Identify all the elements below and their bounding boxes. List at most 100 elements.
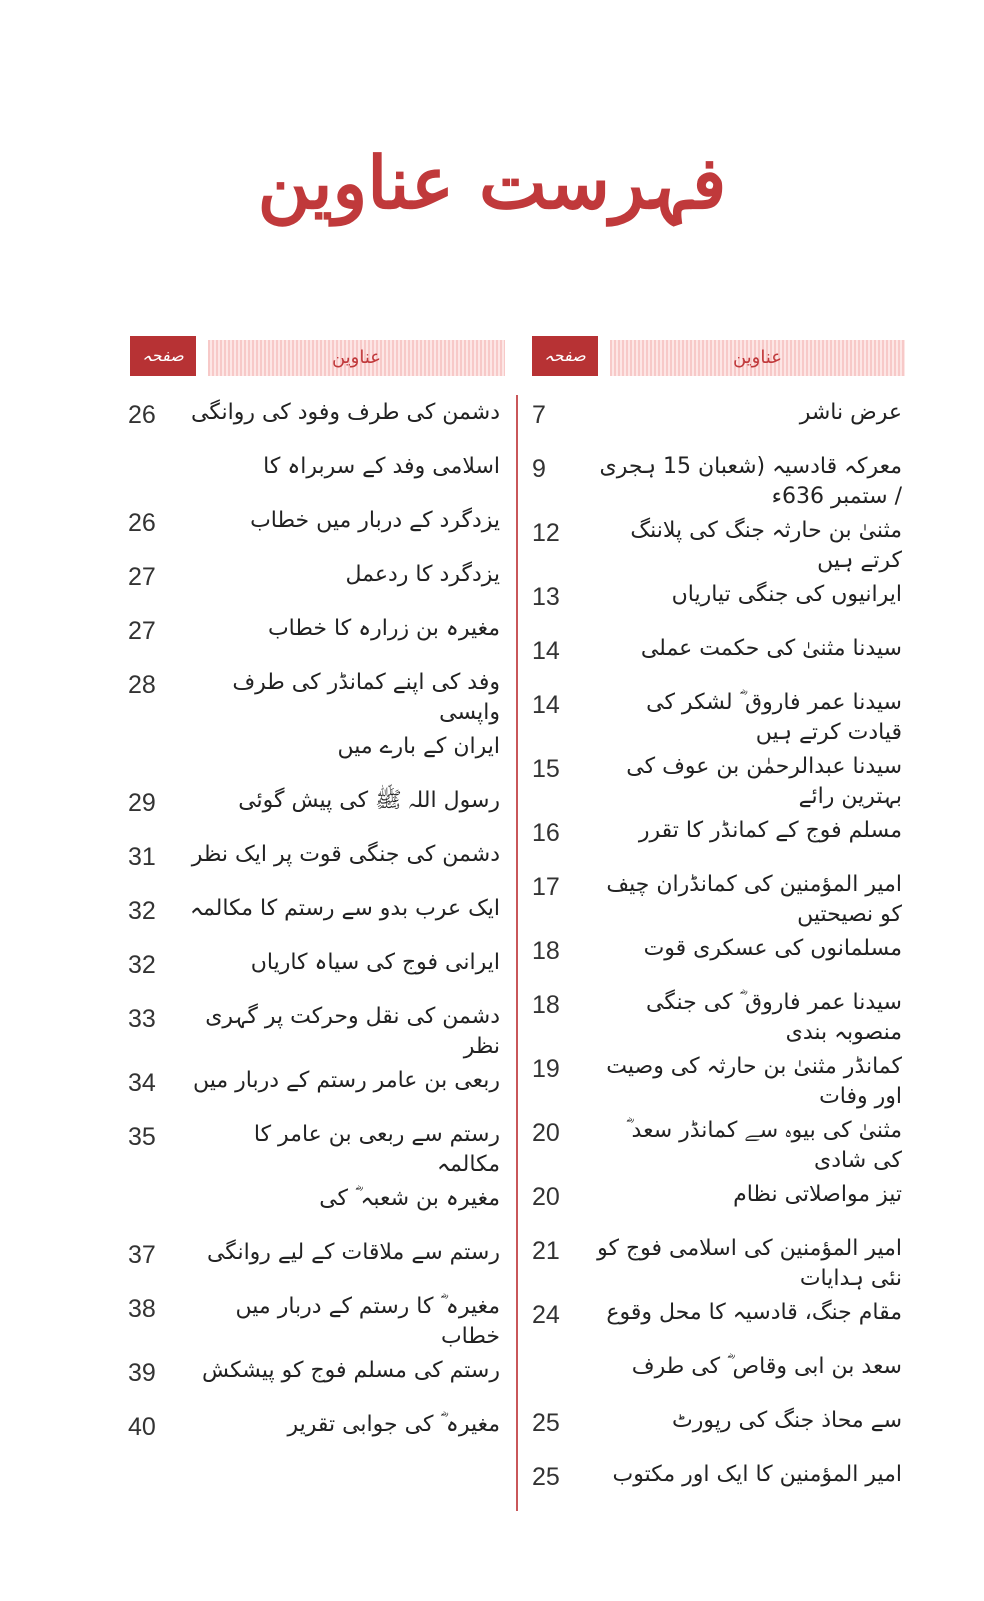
toc-entry-title: یزدگرد کا ردعمل xyxy=(345,562,500,587)
toc-entry-page: 34 xyxy=(128,1069,156,1097)
toc-entry-page: 17 xyxy=(532,873,560,901)
toc-entry-page xyxy=(128,452,190,454)
toc-entry-page: 20 xyxy=(532,1183,560,1211)
toc-entry-page: 37 xyxy=(128,1241,156,1269)
left-column-topics-header: عناوین xyxy=(208,340,505,376)
toc-entry-page: 14 xyxy=(532,691,560,719)
toc-entry-title: سیدنا مثنیٰ کی حکمت عملی xyxy=(640,636,902,661)
toc-entry-title: مغیرہ ؓ کا رستم کے دربار میں خطاب xyxy=(235,1294,500,1349)
toc-entry: 39 رستم کی مسلم فوج کو پیشکش xyxy=(128,1356,500,1410)
toc-entry-page: 26 xyxy=(128,509,156,537)
toc-entry-page xyxy=(128,732,190,734)
toc-entry-page: 32 xyxy=(128,951,156,979)
toc-entry: 12 مثنیٰ بن حارثہ جنگ کی پلاننگ کرتے ہیں xyxy=(532,516,902,580)
toc-entry: 19 کمانڈر مثنیٰ بن حارثہ کی وصیت اور وفات xyxy=(532,1052,902,1116)
toc-entry: 18 مسلمانوں کی عسکری قوت xyxy=(532,934,902,988)
right-column-topics-header: عناوین xyxy=(610,340,905,376)
toc-entry-title: ایران کے بارے میں xyxy=(337,734,501,759)
toc-entry-title: سعد بن ابی وقاص ؓ کی طرف xyxy=(631,1354,902,1379)
toc-entry-page: 25 xyxy=(532,1463,560,1491)
toc-entry: 16 مسلم فوج کے کمانڈر کا تقرر xyxy=(532,816,902,870)
toc-entry-title: وفد کی اپنے کمانڈر کی طرف واپسی xyxy=(232,670,500,725)
toc-entry-title: تیز مواصلاتی نظام xyxy=(733,1182,902,1207)
toc-entry-title: رستم کی مسلم فوج کو پیشکش xyxy=(202,1358,500,1383)
toc-entry-page: 27 xyxy=(128,563,156,591)
toc-entry-page: 21 xyxy=(532,1237,560,1265)
toc-entry-title: رستم سے ملاقات کے لیے روانگی xyxy=(206,1240,500,1265)
toc-entry: 26 یزدگرد کے دربار میں خطاب xyxy=(128,506,500,560)
toc-entry: 25 امیر المؤمنین کا ایک اور مکتوب xyxy=(532,1460,902,1514)
toc-entry: 29 رسول اللہ ﷺ کی پیش گوئی xyxy=(128,786,500,840)
toc-entry: 27 مغیرہ بن زرارہ کا خطاب xyxy=(128,614,500,668)
toc-entry-page: 9 xyxy=(532,455,546,483)
toc-entry-title: امیر المؤمنین کا ایک اور مکتوب xyxy=(612,1462,902,1487)
toc-entry: 25 سے محاذ جنگ کی رپورٹ xyxy=(532,1406,902,1460)
toc-column-left: 26 دشمن کی طرف وفود کی روانگی اسلامی وفد ک… xyxy=(128,398,500,1464)
toc-entry-page: 25 xyxy=(532,1409,560,1437)
toc-entry-title: مغیرہ بن زرارہ کا خطاب xyxy=(267,616,500,641)
page-title: فہرست عناوین xyxy=(257,140,727,225)
toc-entry-page: 16 xyxy=(532,819,560,847)
toc-entry-page: 33 xyxy=(128,1005,156,1033)
toc-entry: 38 مغیرہ ؓ کا رستم کے دربار میں خطاب xyxy=(128,1292,500,1356)
toc-entry: 27 یزدگرد کا ردعمل xyxy=(128,560,500,614)
toc-entry-title: مغیرہ ؓ کی جوابی تقریر xyxy=(287,1412,500,1437)
toc-entry: 26 دشمن کی طرف وفود کی روانگی xyxy=(128,398,500,452)
toc-entry-page: 29 xyxy=(128,789,156,817)
toc-entry: 9 معرکہ قادسیہ (شعبان 15 ہجری / ستمبر 636… xyxy=(532,452,902,516)
toc-entry: 13 ایرانیوں کی جنگی تیاریاں xyxy=(532,580,902,634)
toc-entry-title: ایک عرب بدو سے رستم کا مکالمہ xyxy=(190,896,500,921)
toc-entry-page: 39 xyxy=(128,1359,156,1387)
toc-entry-title: مثنیٰ کی بیوہ سے کمانڈر سعد ؓ کی شادی xyxy=(626,1118,902,1173)
toc-entry-title: دشمن کی طرف وفود کی روانگی xyxy=(190,400,500,425)
toc-entry: 20 تیز مواصلاتی نظام xyxy=(532,1180,902,1234)
toc-entry: 17 امیر المؤمنین کی کمانڈران چیف کو نصیحت… xyxy=(532,870,902,934)
toc-entry: 34 ربعی بن عامر رستم کے دربار میں xyxy=(128,1066,500,1120)
column-divider xyxy=(516,395,518,1511)
toc-entry-page: 18 xyxy=(532,937,560,965)
toc-entry-title: امیر المؤمنین کی کمانڈران چیف کو نصیحتیں xyxy=(606,872,902,927)
toc-entry-title: مسلم فوج کے کمانڈر کا تقرر xyxy=(638,818,902,843)
toc-entry-page: 40 xyxy=(128,1413,156,1441)
toc-entry-page: 13 xyxy=(532,583,560,611)
toc-entry-page: 35 xyxy=(128,1123,156,1151)
toc-entry-page: 12 xyxy=(532,519,560,547)
toc-entry: اسلامی وفد کے سربراہ کا xyxy=(128,452,500,506)
toc-column-right: 7 عرض ناشر 9 معرکہ قادسیہ (شعبان 15 ہجری / … xyxy=(532,398,902,1514)
toc-entry-title: عرض ناشر xyxy=(799,400,902,425)
toc-entry: سعد بن ابی وقاص ؓ کی طرف xyxy=(532,1352,902,1406)
toc-entry-page xyxy=(532,1352,594,1354)
toc-entry-page: 26 xyxy=(128,401,156,429)
toc-entry-page: 31 xyxy=(128,843,156,871)
toc-entry-title: یزدگرد کے دربار میں خطاب xyxy=(250,508,500,533)
toc-entry: 21 امیر المؤمنین کی اسلامی فوج کو نئی ہدا… xyxy=(532,1234,902,1298)
toc-entry-title: ربعی بن عامر رستم کے دربار میں xyxy=(192,1068,500,1093)
toc-entry-title: کمانڈر مثنیٰ بن حارثہ کی وصیت اور وفات xyxy=(606,1054,902,1109)
toc-entry-page: 15 xyxy=(532,755,560,783)
toc-entry: 24 مقام جنگ، قادسیہ کا محل وقوع xyxy=(532,1298,902,1352)
toc-entry-page xyxy=(128,1184,190,1186)
toc-entry-page: 28 xyxy=(128,671,156,699)
toc-entry: 37 رستم سے ملاقات کے لیے روانگی xyxy=(128,1238,500,1292)
toc-entry: 28 وفد کی اپنے کمانڈر کی طرف واپسی xyxy=(128,668,500,732)
toc-entry-title: مغیرہ بن شعبہ ؓ کی xyxy=(319,1186,500,1211)
toc-entry: 40 مغیرہ ؓ کی جوابی تقریر xyxy=(128,1410,500,1464)
toc-entry-page: 20 xyxy=(532,1119,560,1147)
toc-entry-title: مقام جنگ، قادسیہ کا محل وقوع xyxy=(606,1300,902,1325)
toc-entry: 32 ایرانی فوج کی سیاہ کاریاں xyxy=(128,948,500,1002)
toc-entry-page: 32 xyxy=(128,897,156,925)
toc-entry-title: دشمن کی نقل وحرکت پر گہری نظر xyxy=(205,1004,500,1059)
toc-entry-page: 14 xyxy=(532,637,560,665)
toc-entry: 35 رستم سے ربعی بن عامر کا مکالمہ xyxy=(128,1120,500,1184)
toc-entry-page: 19 xyxy=(532,1055,560,1083)
toc-entry-page: 18 xyxy=(532,991,560,1019)
toc-entry-page: 27 xyxy=(128,617,156,645)
right-column-page-header: صفحہ نمبر xyxy=(532,336,598,405)
toc-entry: 31 دشمن کی جنگی قوت پر ایک نظر xyxy=(128,840,500,894)
toc-entry-title: سیدنا عمر فاروق ؓ لشکر کی قیادت کرتے ہیں xyxy=(646,690,902,745)
toc-entry: ایران کے بارے میں xyxy=(128,732,501,786)
left-column-page-header: صفحہ نمبر xyxy=(130,336,196,405)
toc-entry: 18 سیدنا عمر فاروق ؓ کی جنگی منصوبہ بندی xyxy=(532,988,902,1052)
toc-entry-page: 7 xyxy=(532,401,546,429)
toc-entry-title: معرکہ قادسیہ (شعبان 15 ہجری / ستمبر 636ء xyxy=(599,454,902,509)
